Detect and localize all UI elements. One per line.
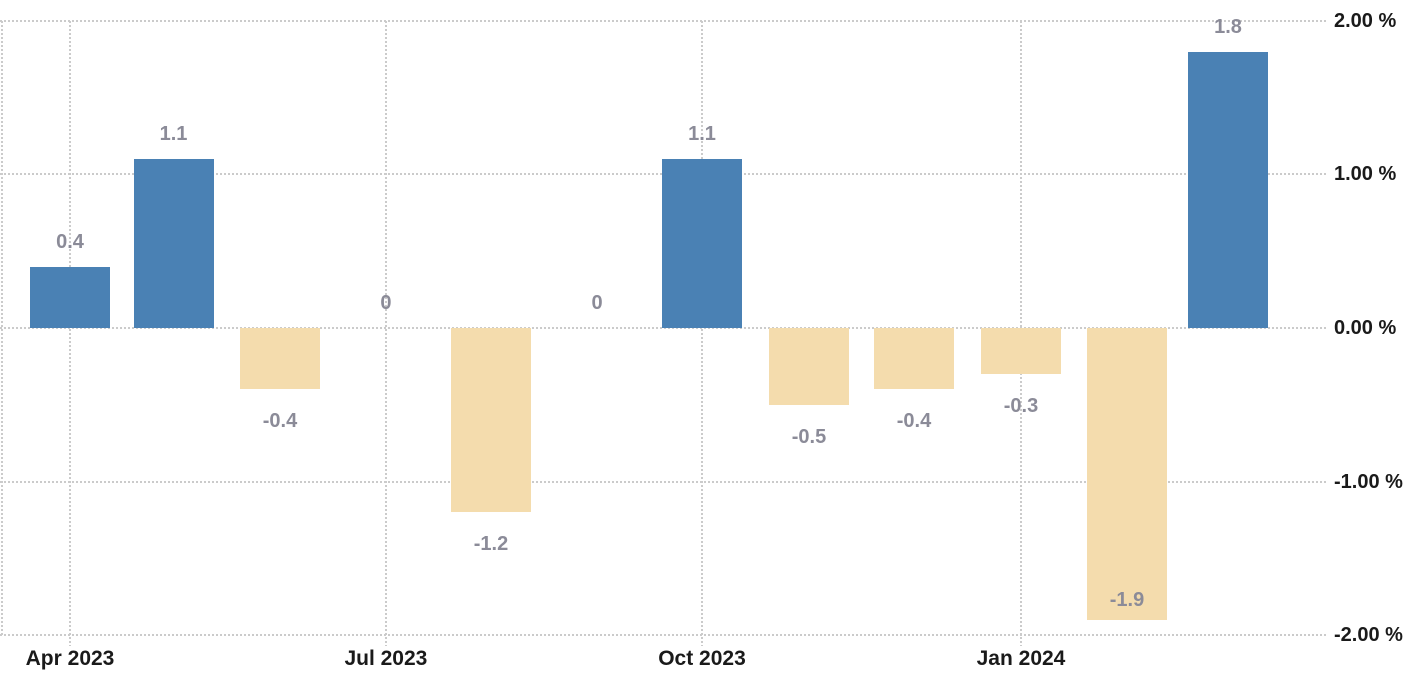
value-label-apr-2023: 0.4 [56,230,84,253]
y-tick-label-0: 0.00 % [1334,317,1397,339]
value-label-oct-2023: 1.1 [688,123,716,146]
gridline-vertical-jul-2023 [384,20,387,646]
value-label-dec-2023: -0.4 [896,410,932,433]
y-axis-line [1,20,3,636]
gridline-horizontal--2 [0,634,1328,637]
bar-jun-2023[interactable] [240,328,320,390]
y-tick-label--1: -1.00 % [1334,470,1403,493]
value-label-may-2023: 1.1 [159,123,188,146]
gridline-vertical-oct-2023 [701,20,703,646]
value-label-mar-2024: 1.8 [1214,15,1242,38]
x-tick-label-jul-2023: Jul 2023 [344,647,428,670]
bar-oct-2023[interactable] [662,159,742,328]
bar-nov-2023[interactable] [769,328,849,405]
gridline-horizontal--1 [0,480,1328,483]
value-label-jun-2023: -0.4 [262,410,298,433]
gridline-vertical-apr-2023 [69,20,71,646]
value-label-jul-2023: 0 [380,292,392,314]
x-tick-label-oct-2023: Oct 2023 [658,647,746,670]
x-tick-label-jan-2024: Jan 2024 [976,647,1066,670]
value-label-aug-2023: -1.2 [473,533,509,556]
y-tick-label-2: 2.00 % [1334,9,1397,32]
gridline-horizontal-0 [0,327,1328,329]
y-tick-label-1: 1.00 % [1334,163,1397,186]
bar-feb-2024[interactable] [1087,328,1167,620]
value-label-feb-2024: -1.9 [1109,588,1145,611]
bar-dec-2023[interactable] [874,328,954,390]
bar-jan-2024[interactable] [981,328,1061,375]
value-label-nov-2023: -0.5 [791,425,827,448]
value-label-sep-2023: 0 [591,292,603,314]
bar-apr-2023[interactable] [30,266,110,328]
bar-aug-2023[interactable] [451,328,531,513]
value-label-jan-2024: -0.3 [1003,395,1039,418]
bar-mar-2024[interactable] [1188,51,1268,328]
y-tick-label--2: -2.00 % [1334,624,1403,647]
x-tick-label-apr-2023: Apr 2023 [25,647,115,670]
bar-may-2023[interactable] [133,159,214,328]
gridline-horizontal-2 [0,19,1328,22]
